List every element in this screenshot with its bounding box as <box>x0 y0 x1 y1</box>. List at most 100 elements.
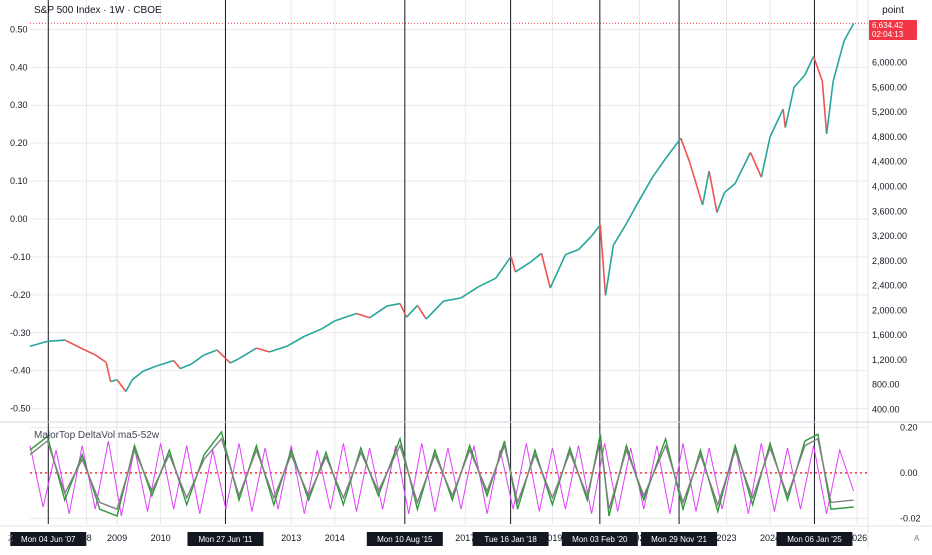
right-axis-tick-label: 5,200.00 <box>872 107 907 117</box>
price-segment <box>303 328 322 338</box>
right-axis-tick-label: 2,800.00 <box>872 256 907 266</box>
event-date-tag-label: Mon 29 Nov '21 <box>651 535 707 544</box>
corner-left-label[interactable]: Z <box>8 534 13 543</box>
price-segment <box>269 345 288 353</box>
price-segment <box>577 235 593 251</box>
event-date-tag-bg <box>561 532 638 546</box>
event-date-tags: Mon 04 Jun '07 Mon 27 Jun '11 Mon 10 Aug '… <box>10 532 853 546</box>
event-date-tag-label: Mon 03 Feb '20 <box>572 535 628 544</box>
right-axis-tick-label: 4,400.00 <box>872 157 907 167</box>
price-segment <box>514 261 532 273</box>
last-price-tag: 6,634.42 02:04:13 <box>869 20 917 40</box>
price-segment <box>590 224 601 237</box>
price-segment <box>688 161 704 206</box>
price-segment <box>203 349 218 356</box>
event-date-tag-bg <box>472 532 549 546</box>
countdown-timer: 02:04:13 <box>872 30 904 39</box>
time-axis[interactable]: 08 2009 2010 2013 2014 2017 2019 2021 2023 2024 20… <box>82 533 868 543</box>
event-date-tag-label: Mon 27 Jun '11 <box>199 535 253 544</box>
right-axis-tick-label: 1,600.00 <box>872 330 907 340</box>
right-axis-tick-label: 3,600.00 <box>872 206 907 216</box>
price-segment <box>832 40 845 82</box>
left-axis-tick-label: -0.50 <box>10 404 31 414</box>
time-axis-tick-label: 2010 <box>151 533 171 543</box>
time-axis-tick-label: 2009 <box>107 533 127 543</box>
axis-unit-label[interactable]: point <box>882 5 904 16</box>
time-axis-tick-label: 2014 <box>325 533 345 543</box>
price-segment <box>405 304 419 318</box>
price-segment <box>369 305 388 319</box>
indicator-series-gray <box>29 437 854 511</box>
price-segment <box>156 359 174 367</box>
price-segment <box>769 108 784 138</box>
price-segment <box>29 340 48 348</box>
right-axis-tick-label: 2,000.00 <box>872 305 907 315</box>
price-segment <box>495 256 512 279</box>
price-segment <box>760 136 771 178</box>
event-date-tag-label: Tue 16 Jan '18 <box>484 535 537 544</box>
price-segment <box>47 339 65 343</box>
event-lines-layer <box>47 0 815 524</box>
price-segment <box>651 158 667 178</box>
right-axis-tick-label: 6,000.00 <box>872 58 907 68</box>
corner-right-label[interactable]: A <box>914 534 920 543</box>
price-segment <box>356 312 370 319</box>
price-segment <box>81 348 96 356</box>
right-axis-tick-label: 4,000.00 <box>872 181 907 191</box>
price-segment <box>749 152 763 178</box>
right-axis-tick-label: 800.00 <box>872 380 900 390</box>
left-axis-tick-label: 0.40 <box>10 62 28 72</box>
indicator-title: MajorTop DeltaVol ma5-52w <box>34 430 160 441</box>
time-axis-tick-label: 2019 <box>542 533 562 543</box>
event-date-tag-label: Mon 04 Jun '07 <box>21 535 76 544</box>
price-segment <box>443 297 462 302</box>
price-segment <box>716 192 726 213</box>
price-segment <box>549 254 567 289</box>
price-segment <box>734 152 752 184</box>
left-axis-tick-label: 0.20 <box>10 138 28 148</box>
price-segment <box>386 302 401 307</box>
event-date-tag-bg <box>641 532 718 546</box>
right-axis-tick-label: 4,800.00 <box>872 132 907 142</box>
price-segment <box>680 137 691 162</box>
right-axis-tick-label: 1,200.00 <box>872 355 907 365</box>
price-segment <box>604 245 615 296</box>
right-price-axis[interactable]: 6,000.00 5,600.00 5,200.00 4,800.00 4,400.00… <box>872 58 907 415</box>
time-axis-tick-label: 2017 <box>455 533 475 543</box>
price-segment <box>636 176 654 205</box>
price-segment <box>478 277 497 288</box>
price-segment <box>612 223 628 246</box>
indicator-axis-tick-label: -0.02 <box>900 513 921 523</box>
price-segment <box>256 347 270 353</box>
price-segment <box>843 22 855 42</box>
indicator-series-green <box>29 430 854 517</box>
event-date-tag-bg <box>776 532 853 546</box>
right-axis-tick-label: 400.00 <box>872 404 900 414</box>
indicator-axis-tick-label: 0.00 <box>900 468 918 478</box>
price-segment <box>229 357 240 364</box>
event-date-tag-label: Mon 10 Aug '15 <box>377 535 433 544</box>
price-segment <box>782 108 787 128</box>
grid-layer <box>30 0 868 524</box>
event-date-tag-bg <box>187 532 264 546</box>
left-price-axis[interactable]: 0.50 0.40 0.30 0.20 0.10 0.00 -0.10 -0.20 -0.30 -… <box>10 24 31 413</box>
time-axis-tick-label: 2021 <box>629 533 649 543</box>
price-segment <box>190 354 205 365</box>
last-price-value: 6,634.42 <box>872 21 904 30</box>
price-segment <box>105 362 112 382</box>
right-axis-tick-label: 3,200.00 <box>872 231 907 241</box>
price-segment <box>179 363 192 370</box>
price-segment <box>821 81 828 134</box>
time-axis-tick-label: 2023 <box>717 533 737 543</box>
price-segment <box>510 256 517 273</box>
price-segment <box>625 203 638 225</box>
right-axis-tick-label: 2,400.00 <box>872 281 907 291</box>
price-segment <box>793 74 806 88</box>
time-axis-tick-label: 2024 <box>760 533 780 543</box>
indicator-axis[interactable]: 0.20 0.00 -0.02 <box>900 422 921 523</box>
price-segment <box>94 354 107 364</box>
time-axis-tick-label: 2026 <box>847 533 867 543</box>
price-segment <box>286 335 305 347</box>
